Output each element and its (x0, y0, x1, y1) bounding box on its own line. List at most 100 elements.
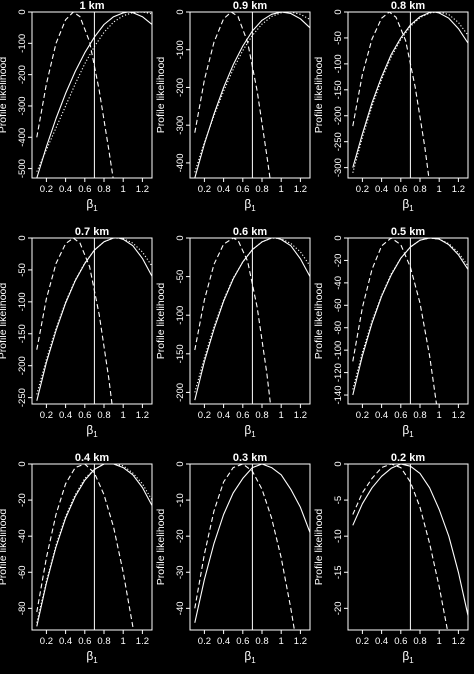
series-line-dotted (352, 238, 468, 390)
y-tick-label: -100 (17, 292, 28, 311)
x-tick-label: 1 (121, 636, 126, 647)
x-axis-label-symbol: β (86, 423, 93, 437)
plot-frame (347, 237, 469, 405)
series-line-dashed (194, 238, 272, 404)
y-tick-label: 0 (175, 9, 186, 14)
y-tick-label: -100 (175, 306, 186, 325)
x-tick-label: 0.4 (59, 636, 72, 647)
chart-panel: 0.2 km0.2 0.4 0.6 0.8 1 1.20-5-10-15-20β1Prof… (313, 452, 469, 665)
y-axis-label: Profile likelihood (155, 57, 167, 134)
y-tick-label: -20 (333, 601, 344, 615)
x-tick-label: 0.4 (217, 410, 230, 421)
y-tick-label: -150 (17, 324, 28, 343)
y-axis-label: Profile likelihood (0, 283, 9, 360)
y-tick-label: -150 (333, 80, 344, 99)
x-tick-label: 1.2 (136, 410, 149, 421)
y-tick-label: -100 (17, 34, 28, 53)
x-tick-label: 0.6 (394, 184, 407, 195)
x-tick-label: 1 (437, 184, 442, 195)
series-line-dashed (352, 464, 448, 630)
series-line-solid (352, 12, 468, 168)
x-axis-label-subscript: 1 (251, 430, 256, 439)
y-tick-label: -15 (333, 565, 344, 579)
chart-title: 1 km (79, 0, 104, 12)
x-axis-label-subscript: 1 (93, 204, 98, 213)
y-tick-label: -400 (17, 128, 28, 147)
plot-frame (31, 463, 153, 631)
y-tick-label: -50 (17, 263, 28, 277)
y-axis-label: Profile likelihood (313, 283, 325, 360)
chart-title: 0.8 km (391, 0, 425, 12)
series-group (194, 238, 310, 404)
x-axis-label-symbol: β (402, 649, 409, 663)
chart-panel: 0.8 km 0.2 0.4 0.6 0.8 1 1.2 0 -50 -100 -150 -200 -2… (313, 0, 469, 213)
y-tick-label: 0 (17, 235, 28, 240)
x-axis-label-symbol: β (244, 423, 251, 437)
series-group (352, 12, 468, 178)
x-axis-label: β1 (86, 649, 98, 665)
y-axis-label: Profile likelihood (313, 509, 325, 586)
x-axis-label: β1 (402, 649, 414, 665)
y-tick-label: -20 (175, 529, 186, 543)
chart-panel: 0.3 km0.2 0.4 0.6 0.8 1 1.20-10-20-30-40β1Pro… (155, 452, 311, 665)
x-tick-label: 1 (437, 636, 442, 647)
x-axis-label-symbol: β (402, 197, 409, 211)
x-axis-label-subscript: 1 (93, 656, 98, 665)
y-tick-label: -200 (175, 383, 186, 402)
x-tick-label: 0.6 (236, 184, 249, 195)
x-tick-label: 0.2 (356, 410, 369, 421)
x-axis-label-symbol: β (402, 423, 409, 437)
series-group (352, 464, 468, 630)
y-tick-label: -100 (333, 54, 344, 73)
x-axis-label: β1 (244, 423, 256, 439)
chart-title: 0.3 km (233, 452, 267, 464)
series-line-dashed (36, 12, 114, 178)
x-tick-label: 0.6 (78, 410, 91, 421)
x-tick-label: 1.2 (452, 184, 465, 195)
chart-panel: 0.9 km 0.2 0.4 0.6 0.8 1 1.2 0 -100 -200 -300 -400 β… (155, 0, 311, 213)
chart-title: 0.5 km (391, 226, 425, 238)
series-line-solid (194, 238, 310, 401)
y-tick-label: -200 (333, 106, 344, 125)
x-tick-label: 0.8 (413, 184, 426, 195)
x-tick-label: 0.4 (59, 410, 72, 421)
y-tick-label: -250 (17, 388, 28, 407)
x-tick-label: 0.2 (198, 184, 211, 195)
x-tick-label: 1 (121, 410, 126, 421)
plot-frame (31, 237, 153, 405)
x-tick-label: 0.6 (236, 410, 249, 421)
y-tick-label: -50 (333, 31, 344, 45)
plot-frame (189, 11, 311, 179)
x-tick-label: 0.6 (394, 636, 407, 647)
x-tick-label: 0.8 (97, 184, 110, 195)
y-tick-label: -100 (175, 40, 186, 59)
x-tick-label: 0.6 (78, 636, 91, 647)
y-tick-label: 0 (17, 9, 28, 14)
x-axis-label-symbol: β (86, 197, 93, 211)
y-tick-label: -20 (333, 254, 344, 268)
y-tick-label: -60 (333, 298, 344, 312)
series-line-dashed (194, 12, 271, 178)
series-group (36, 238, 152, 404)
y-tick-label: -50 (175, 270, 186, 284)
y-tick-label: -200 (17, 65, 28, 84)
x-tick-label: 0.8 (255, 636, 268, 647)
chart-title: 0.9 km (233, 0, 267, 12)
x-axis-label-subscript: 1 (93, 430, 98, 439)
series-line-solid (36, 464, 152, 627)
chart-panel: 0.5 km 0.2 0.4 0.6 0.8 1 1.2 0 -20 -40 -60 -80 -100 -… (313, 226, 469, 439)
series-line-dashed (194, 464, 295, 630)
series-line-dashed (352, 238, 438, 404)
y-tick-label: -150 (175, 344, 186, 363)
x-tick-label: 0.2 (40, 636, 53, 647)
series-line-dashed (36, 464, 134, 630)
plot-frame (347, 11, 469, 179)
plot-frame (347, 463, 469, 631)
y-tick-label: -400 (175, 153, 186, 172)
x-axis-label: β1 (244, 649, 256, 665)
y-axis-label: Profile likelihood (0, 57, 9, 134)
y-tick-label: -500 (17, 159, 28, 178)
x-tick-label: 1.2 (136, 184, 149, 195)
chart-title: 0.6 km (233, 226, 267, 238)
